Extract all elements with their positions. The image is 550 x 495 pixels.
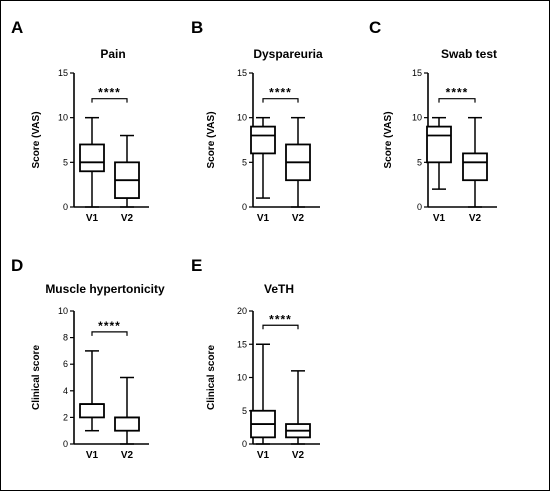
y-tick-label: 2 bbox=[63, 412, 68, 422]
box-iqr bbox=[250, 125, 276, 155]
panel-title: Dyspareuria bbox=[253, 47, 323, 61]
x-category-label: V1 bbox=[86, 213, 99, 224]
x-category-label: V2 bbox=[121, 450, 134, 461]
y-tick-label: 15 bbox=[412, 68, 422, 78]
box-iqr bbox=[426, 125, 452, 164]
x-category-label: V2 bbox=[469, 213, 482, 224]
box-iqr bbox=[462, 152, 488, 182]
y-tick-label: 10 bbox=[237, 113, 247, 123]
box-iqr bbox=[79, 403, 105, 419]
x-category-label: V1 bbox=[86, 450, 99, 461]
significance-label: **** bbox=[98, 319, 121, 333]
significance-bracket bbox=[262, 324, 299, 330]
panel-letter: E bbox=[191, 256, 202, 275]
y-tick-label: 0 bbox=[242, 202, 247, 212]
y-tick-label: 4 bbox=[63, 386, 68, 396]
x-category-label: V1 bbox=[257, 450, 270, 461]
x-category-label: V2 bbox=[121, 213, 134, 224]
y-tick-label: 10 bbox=[58, 113, 68, 123]
y-tick-label: 5 bbox=[63, 157, 68, 167]
y-tick-label: 0 bbox=[63, 202, 68, 212]
panel-title: Muscle hypertonicity bbox=[45, 282, 165, 296]
panel-letter: B bbox=[191, 18, 203, 37]
panel-letter: A bbox=[11, 18, 23, 37]
box-iqr bbox=[114, 416, 140, 432]
significance-label: **** bbox=[269, 312, 292, 326]
y-tick-label: 10 bbox=[412, 113, 422, 123]
y-tick-label: 15 bbox=[237, 68, 247, 78]
panel-title: Swab test bbox=[441, 47, 497, 61]
y-axis-title: Clinical score bbox=[31, 345, 42, 410]
panel-title: Pain bbox=[100, 47, 125, 61]
significance-label: **** bbox=[98, 86, 121, 100]
y-axis-title: Score (VAS) bbox=[206, 111, 217, 168]
y-tick-label: 0 bbox=[63, 439, 68, 449]
y-axis-title: Clinical score bbox=[206, 345, 217, 410]
significance-bracket bbox=[91, 98, 128, 103]
y-tick-label: 0 bbox=[417, 202, 422, 212]
y-tick-label: 5 bbox=[242, 157, 247, 167]
y-tick-label: 6 bbox=[63, 359, 68, 369]
panel-letter: D bbox=[11, 256, 23, 275]
y-tick-label: 0 bbox=[242, 439, 247, 449]
panel-title: VeTH bbox=[264, 282, 294, 296]
significance-bracket bbox=[91, 331, 128, 336]
x-category-label: V1 bbox=[433, 213, 446, 224]
x-category-label: V1 bbox=[257, 213, 270, 224]
y-axis-title: Score (VAS) bbox=[383, 111, 394, 168]
y-tick-label: 15 bbox=[237, 339, 247, 349]
y-tick-label: 5 bbox=[242, 406, 247, 416]
y-tick-label: 20 bbox=[237, 306, 247, 316]
y-tick-label: 10 bbox=[237, 373, 247, 383]
y-tick-label: 15 bbox=[58, 68, 68, 78]
y-tick-label: 10 bbox=[58, 306, 68, 316]
y-axis-title: Score (VAS) bbox=[31, 111, 42, 168]
significance-bracket bbox=[262, 98, 299, 103]
box-iqr bbox=[79, 143, 105, 173]
significance-label: **** bbox=[269, 86, 292, 100]
significance-bracket bbox=[438, 98, 476, 103]
x-category-label: V2 bbox=[292, 450, 305, 461]
significance-label: **** bbox=[446, 86, 469, 100]
y-tick-label: 5 bbox=[417, 157, 422, 167]
panel-letter: C bbox=[369, 18, 381, 37]
y-tick-label: 8 bbox=[63, 333, 68, 343]
x-category-label: V2 bbox=[292, 213, 305, 224]
